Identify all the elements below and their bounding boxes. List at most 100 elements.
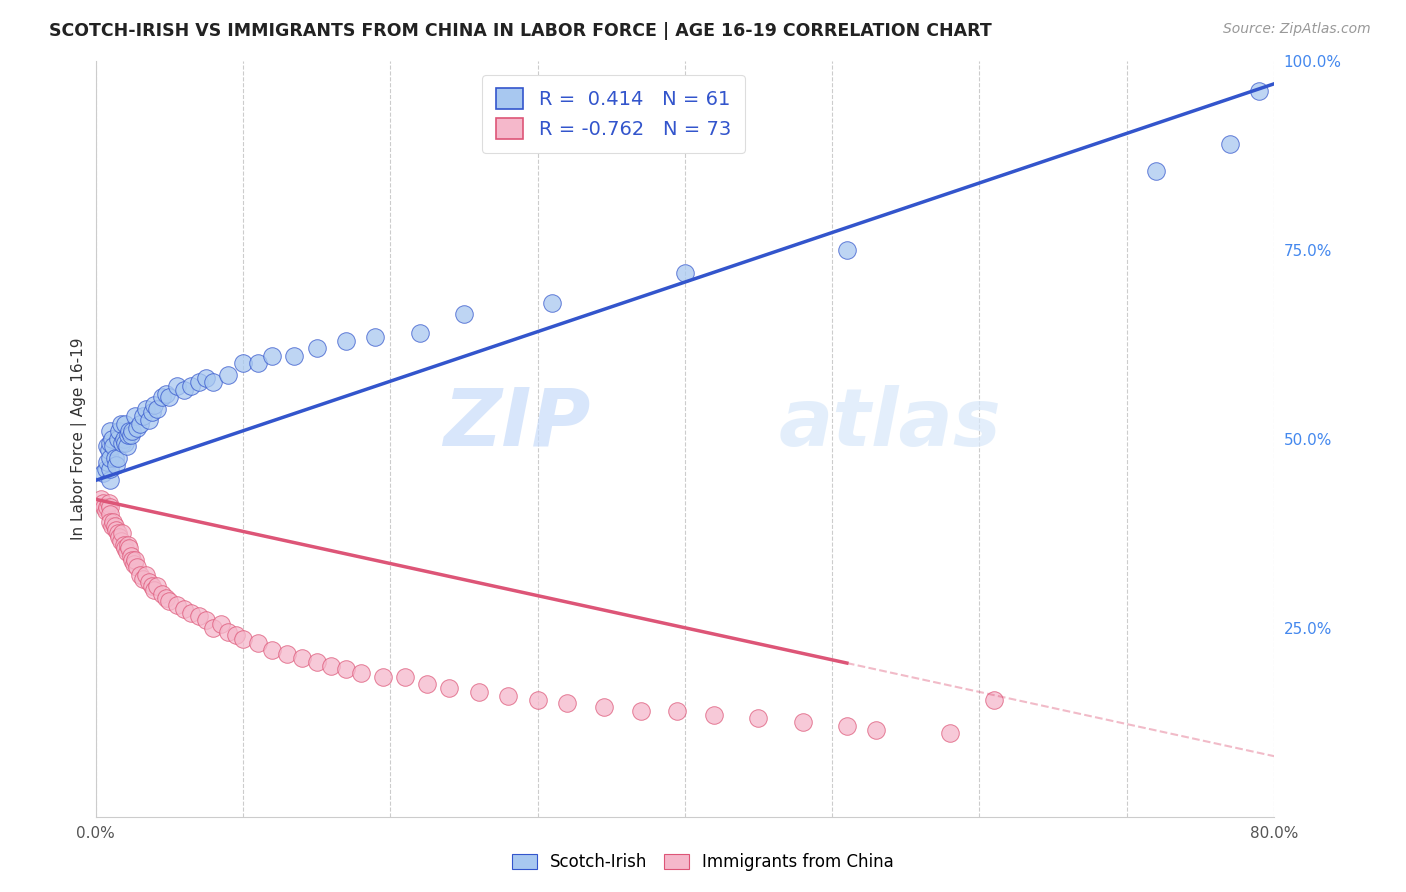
Point (835, 719, 858, 733)
Point (173, 602, 195, 616)
Point (453, 307, 475, 321)
Point (939, 726, 962, 740)
Point (90, 492, 112, 507)
Point (132, 572, 155, 586)
Point (141, 405, 163, 419)
Point (703, 707, 725, 722)
Point (91, 496, 114, 510)
Point (673, 266, 696, 280)
Point (104, 518, 127, 533)
Point (394, 670, 416, 684)
Point (305, 655, 328, 669)
Point (114, 417, 136, 431)
Point (120, 549, 142, 563)
Point (541, 296, 564, 310)
Point (157, 390, 180, 404)
Point (195, 371, 218, 385)
Point (103, 515, 125, 529)
Text: atlas: atlas (779, 384, 1002, 463)
Point (202, 621, 225, 635)
Point (111, 435, 134, 450)
Point (321, 658, 343, 673)
Point (983, 692, 1005, 706)
Point (110, 417, 132, 431)
Point (276, 647, 298, 661)
Legend: Scotch-Irish, Immigrants from China: Scotch-Irish, Immigrants from China (503, 845, 903, 880)
Point (101, 432, 124, 446)
Point (98, 474, 121, 488)
Point (225, 628, 247, 642)
Point (150, 587, 173, 601)
Text: Source: ZipAtlas.com: Source: ZipAtlas.com (1223, 22, 1371, 37)
Point (666, 704, 689, 718)
Point (98, 425, 121, 439)
Point (792, 715, 814, 730)
Point (107, 526, 129, 541)
Point (1249, 84, 1271, 98)
Point (416, 677, 439, 691)
Point (98, 450, 121, 465)
Point (108, 530, 131, 544)
Point (114, 435, 136, 450)
Point (124, 553, 146, 567)
Point (97, 496, 120, 510)
Point (835, 243, 858, 257)
Point (747, 711, 769, 725)
Point (166, 379, 188, 393)
Point (437, 681, 460, 695)
Point (114, 541, 136, 556)
Point (335, 662, 357, 676)
Point (217, 368, 239, 382)
Point (1219, 137, 1241, 152)
Point (117, 428, 139, 442)
Point (202, 375, 225, 389)
Point (115, 545, 138, 559)
Point (150, 390, 173, 404)
Point (107, 432, 129, 446)
Point (350, 666, 373, 681)
Point (155, 591, 177, 605)
Point (1144, 163, 1167, 178)
Point (496, 689, 519, 703)
Point (173, 383, 195, 397)
Point (103, 439, 125, 453)
Point (98, 508, 121, 522)
Point (121, 553, 143, 567)
Point (143, 582, 166, 597)
Point (305, 341, 328, 355)
Point (592, 700, 614, 714)
Legend: R =  0.414   N = 61, R = -0.762   N = 73: R = 0.414 N = 61, R = -0.762 N = 73 (482, 75, 745, 153)
Point (262, 349, 284, 363)
Point (105, 523, 128, 537)
Point (101, 518, 124, 533)
Point (166, 598, 188, 612)
Point (195, 613, 218, 627)
Point (143, 398, 166, 412)
Y-axis label: In Labor Force | Age 16-19: In Labor Force | Age 16-19 (72, 337, 87, 541)
Point (117, 538, 139, 552)
Point (371, 670, 394, 684)
Point (217, 624, 239, 639)
Point (96, 500, 118, 514)
Point (118, 425, 141, 439)
Point (246, 636, 269, 650)
Point (125, 420, 148, 434)
Point (180, 606, 202, 620)
Point (125, 560, 148, 574)
Point (246, 356, 269, 370)
Point (98, 462, 121, 476)
Point (157, 594, 180, 608)
Point (96, 454, 118, 468)
Point (262, 643, 284, 657)
Point (467, 685, 489, 699)
Point (122, 557, 145, 571)
Point (865, 723, 887, 737)
Point (364, 330, 387, 344)
Point (94, 462, 117, 476)
Point (135, 567, 157, 582)
Point (408, 326, 430, 340)
Point (128, 417, 150, 431)
Point (107, 450, 129, 465)
Point (112, 538, 135, 552)
Point (120, 428, 142, 442)
